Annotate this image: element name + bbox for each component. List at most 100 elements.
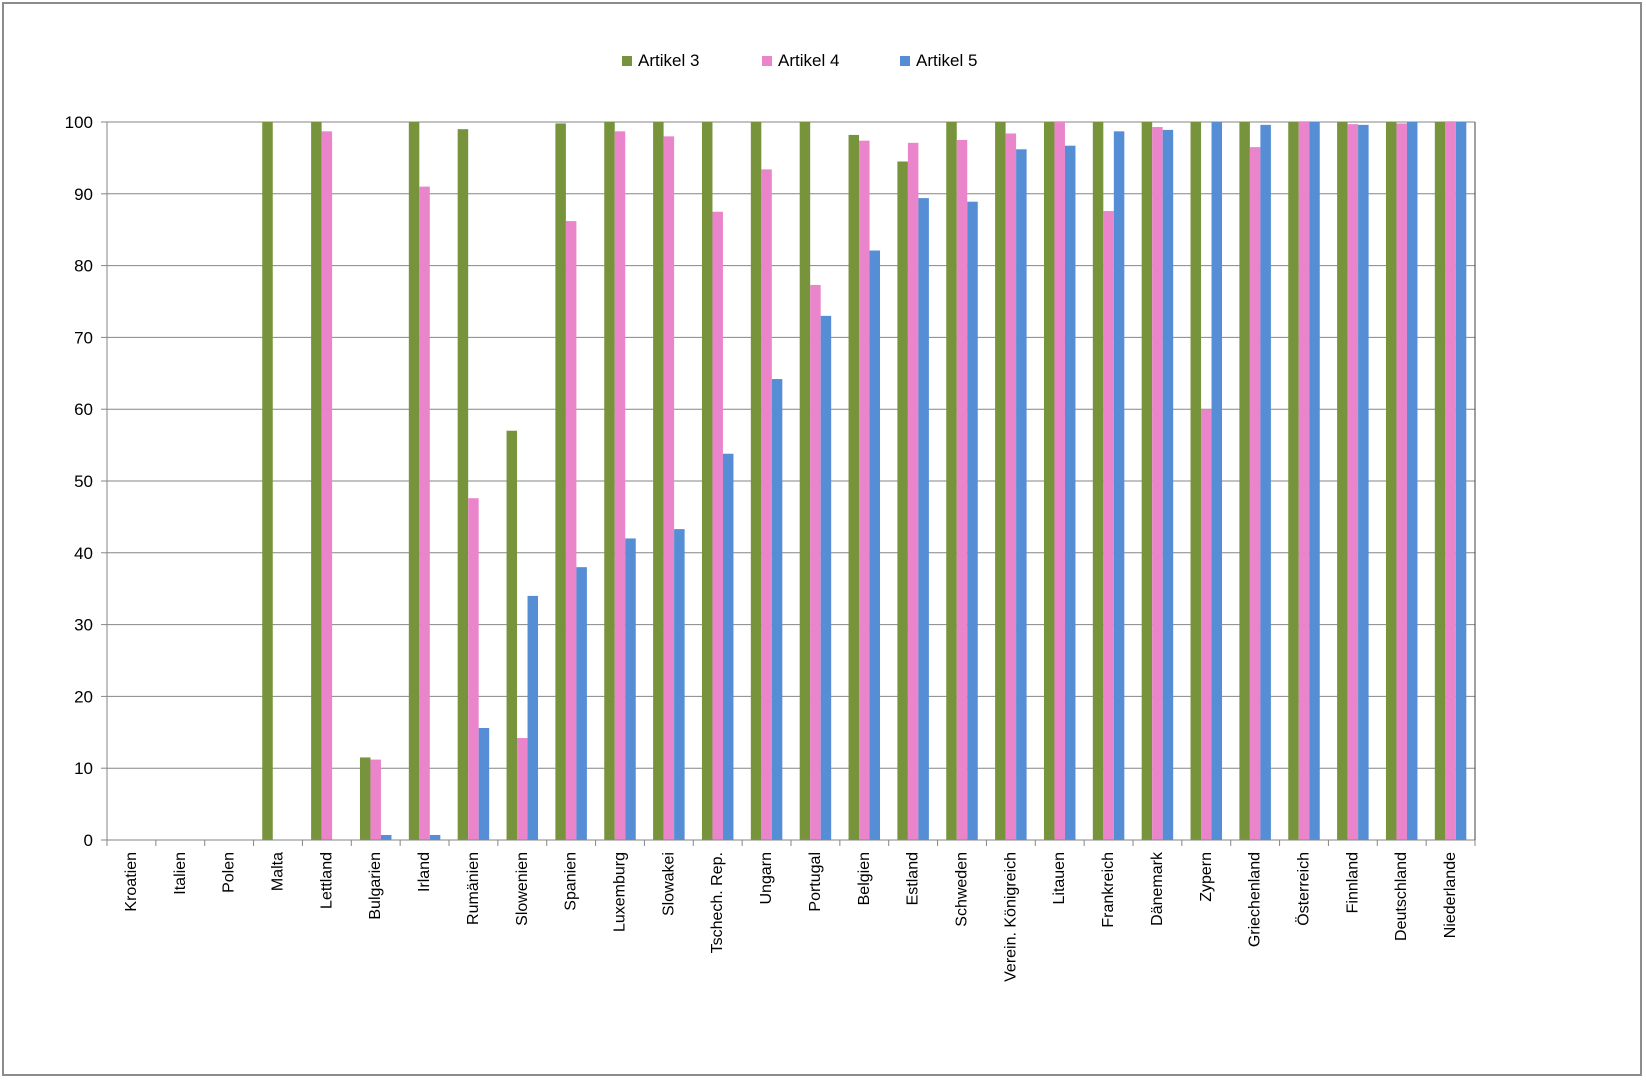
legend-swatch-artikel-5 bbox=[900, 56, 910, 66]
legend-label-artikel-5: Artikel 5 bbox=[916, 51, 977, 70]
bar-artikel-3-3 bbox=[262, 122, 273, 840]
bar-artikel-4-25 bbox=[1347, 124, 1359, 841]
bar-artikel-5-6 bbox=[429, 834, 441, 840]
bar-artikel-5-18 bbox=[1016, 149, 1027, 840]
bar-artikel-4-17 bbox=[956, 139, 968, 840]
bar-artikel-3-4 bbox=[311, 122, 322, 840]
bar-artikel-4-7 bbox=[468, 498, 479, 840]
bar-artikel-3-7 bbox=[457, 129, 469, 840]
bar-artikel-3-15 bbox=[848, 134, 860, 840]
bar-artikel-4-27 bbox=[1445, 122, 1456, 840]
x-tick-label-16: Estland bbox=[905, 852, 922, 905]
bar-artikel-4-22 bbox=[1201, 409, 1212, 840]
bar-artikel-3-22 bbox=[1190, 122, 1202, 840]
x-tick-label-5: Bulgarien bbox=[367, 852, 384, 920]
legend: Artikel 3 Artikel 4 Artikel 5 bbox=[622, 51, 977, 70]
bar-artikel-4-8 bbox=[517, 738, 528, 840]
bar-artikel-4-26 bbox=[1396, 123, 1407, 841]
x-tick-label-24: Österreich bbox=[1295, 852, 1313, 926]
y-tick-label-100: 100 bbox=[65, 113, 93, 132]
bar-artikel-5-19 bbox=[1064, 145, 1076, 841]
bar-artikel-3-27 bbox=[1434, 122, 1446, 840]
y-tick-label-0: 0 bbox=[84, 831, 93, 850]
bar-artikel-3-26 bbox=[1385, 122, 1397, 840]
x-tick-label-26: Deutschland bbox=[1393, 852, 1410, 941]
legend-swatch-artikel-4 bbox=[762, 56, 772, 66]
x-tick-label-23: Griechenland bbox=[1247, 852, 1264, 947]
bar-artikel-5-9 bbox=[576, 567, 587, 840]
bar-artikel-4-10 bbox=[614, 131, 626, 841]
bar-artikel-5-25 bbox=[1358, 124, 1369, 840]
bar-artikel-5-16 bbox=[918, 198, 929, 840]
bar-artikel-3-24 bbox=[1288, 122, 1299, 840]
bar-artikel-4-21 bbox=[1152, 127, 1163, 840]
bar-artikel-3-9 bbox=[555, 123, 566, 841]
bar-artikel-5-27 bbox=[1455, 122, 1467, 840]
bar-artikel-5-7 bbox=[478, 727, 490, 840]
bar-artikel-5-15 bbox=[869, 250, 881, 841]
y-tick-label-50: 50 bbox=[74, 472, 93, 491]
bar-artikel-3-18 bbox=[995, 122, 1006, 840]
bars bbox=[262, 122, 1467, 841]
legend-label-artikel-4: Artikel 4 bbox=[778, 51, 839, 70]
bar-artikel-3-12 bbox=[701, 122, 713, 840]
x-tick-label-20: Frankreich bbox=[1100, 852, 1117, 928]
bar-artikel-5-26 bbox=[1406, 122, 1418, 840]
x-tick-label-14: Portugal bbox=[807, 852, 824, 912]
bar-artikel-3-25 bbox=[1337, 122, 1348, 840]
y-tick-label-40: 40 bbox=[74, 544, 93, 563]
bar-artikel-4-5 bbox=[370, 759, 381, 840]
bar-artikel-4-16 bbox=[907, 142, 919, 840]
bar-artikel-4-13 bbox=[761, 169, 772, 840]
bar-artikel-4-12 bbox=[712, 211, 723, 840]
bar-artikel-5-12 bbox=[722, 453, 734, 840]
bar-artikel-3-23 bbox=[1239, 122, 1250, 840]
x-tick-label-15: Belgien bbox=[856, 852, 873, 905]
bar-artikel-5-13 bbox=[771, 379, 783, 840]
bar-artikel-3-6 bbox=[408, 122, 420, 840]
bar-artikel-5-8 bbox=[527, 595, 539, 840]
x-tick-label-10: Luxemburg bbox=[612, 852, 629, 932]
bar-artikel-5-23 bbox=[1260, 124, 1271, 840]
bar-artikel-3-14 bbox=[799, 122, 811, 840]
bar-artikel-3-20 bbox=[1092, 122, 1104, 840]
bar-chart: Artikel 3 Artikel 4 Artikel 5 0 10 20 30 40 50 6… bbox=[65, 51, 1476, 982]
bar-artikel-5-20 bbox=[1113, 131, 1125, 841]
bar-artikel-5-11 bbox=[674, 529, 685, 840]
y-tick-label-20: 20 bbox=[74, 687, 93, 706]
bar-artikel-4-19 bbox=[1054, 122, 1065, 840]
bar-artikel-4-4 bbox=[321, 131, 333, 841]
y-tick-label-60: 60 bbox=[74, 400, 93, 419]
bar-artikel-4-24 bbox=[1298, 122, 1310, 840]
x-tick-label-12: Tschech. Rep. bbox=[709, 852, 726, 953]
bar-artikel-5-10 bbox=[625, 538, 636, 840]
bar-artikel-3-13 bbox=[750, 122, 762, 840]
y-tick-label-30: 30 bbox=[74, 616, 93, 635]
y-tick-label-10: 10 bbox=[74, 759, 93, 778]
y-axis-ticks: 0 10 20 30 40 50 60 70 80 90 100 bbox=[65, 113, 107, 850]
bar-artikel-5-21 bbox=[1162, 129, 1174, 840]
y-tick-label-90: 90 bbox=[74, 185, 93, 204]
x-tick-label-1: Italien bbox=[172, 852, 189, 895]
bar-artikel-4-14 bbox=[810, 284, 821, 841]
x-tick-label-11: Slowakei bbox=[660, 852, 677, 916]
bar-artikel-4-20 bbox=[1103, 211, 1114, 841]
x-tick-label-21: Dänemark bbox=[1149, 851, 1166, 926]
bar-artikel-3-5 bbox=[359, 757, 371, 840]
y-tick-label-80: 80 bbox=[74, 257, 93, 276]
legend-swatch-artikel-3 bbox=[622, 56, 632, 66]
x-tick-label-6: Irland bbox=[416, 852, 433, 892]
y-tick-label-70: 70 bbox=[74, 328, 93, 347]
bar-artikel-4-9 bbox=[565, 221, 577, 841]
bar-artikel-4-18 bbox=[1005, 133, 1017, 840]
x-tick-label-25: Finnland bbox=[1344, 852, 1361, 913]
bar-artikel-4-15 bbox=[859, 140, 870, 841]
x-tick-label-0: Kroatien bbox=[123, 852, 140, 912]
x-tick-label-22: Zypern bbox=[1198, 852, 1215, 902]
bar-artikel-3-19 bbox=[1043, 122, 1055, 840]
bar-artikel-5-14 bbox=[820, 315, 832, 840]
x-tick-label-18: Verein. Königreich bbox=[1002, 852, 1019, 982]
x-tick-label-3: Malta bbox=[270, 852, 287, 891]
bar-artikel-3-11 bbox=[653, 122, 664, 840]
